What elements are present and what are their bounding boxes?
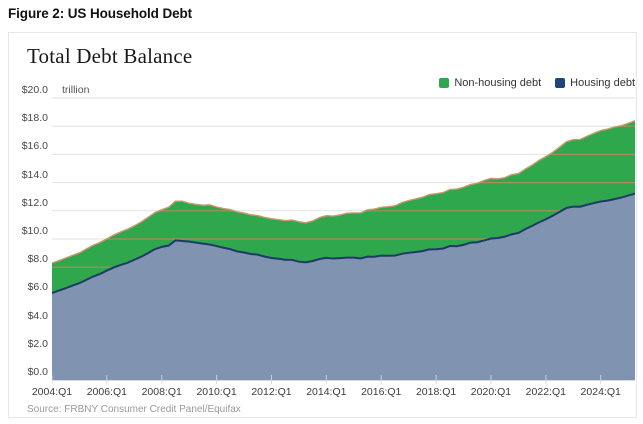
legend-item-nonhousing: Non-housing debt: [439, 77, 541, 89]
x-tick-label: 2020:Q1: [470, 386, 512, 398]
x-tick-label: 2004:Q1: [31, 386, 73, 398]
legend-swatch-nonhousing: [439, 78, 450, 88]
y-tick-label: $20.0: [21, 84, 48, 96]
source-note: Source: FRBNY Consumer Credit Panel/Equi…: [27, 404, 241, 415]
y-tick-label: $6.0: [27, 281, 48, 294]
chart-legend: Non-housing debt Housing debt: [439, 77, 635, 89]
x-tick-label: 2022:Q1: [525, 386, 566, 398]
legend-item-housing: Housing debt: [555, 77, 635, 89]
chart-title: Total Debt Balance: [27, 44, 193, 68]
y-tick-label: $0.0: [27, 366, 48, 378]
legend-swatch-housing: [555, 78, 566, 88]
x-tick-label: 2006:Q1: [86, 386, 127, 398]
x-tick-label: 2016:Q1: [361, 386, 402, 398]
legend-label-housing: Housing debt: [570, 77, 635, 89]
x-tick-label: 2024:Q1: [580, 386, 621, 398]
y-tick-label: $16.0: [21, 140, 48, 153]
x-tick-label: 2012:Q1: [251, 386, 292, 398]
y-tick-label: $14.0: [21, 168, 48, 181]
x-tick-label: 2010:Q1: [196, 386, 237, 398]
y-tick-label: $2.0: [27, 337, 48, 350]
debt-area-chart[interactable]: [52, 90, 635, 392]
y-tick-label: $4.0: [27, 309, 48, 322]
y-tick-label: $18.0: [21, 112, 48, 125]
figure-label: Figure 2: US Household Debt: [8, 6, 193, 21]
x-tick-label: 2014:Q1: [306, 386, 347, 398]
y-tick-label: $8.0: [27, 253, 48, 266]
y-tick-label: $10.0: [21, 225, 48, 237]
legend-label-nonhousing: Non-housing debt: [454, 77, 542, 89]
y-tick-label: $12.0: [21, 196, 48, 209]
x-tick-label: 2018:Q1: [415, 386, 457, 398]
x-tick-label: 2008:Q1: [141, 386, 182, 398]
unit-label: trillion: [62, 84, 90, 96]
